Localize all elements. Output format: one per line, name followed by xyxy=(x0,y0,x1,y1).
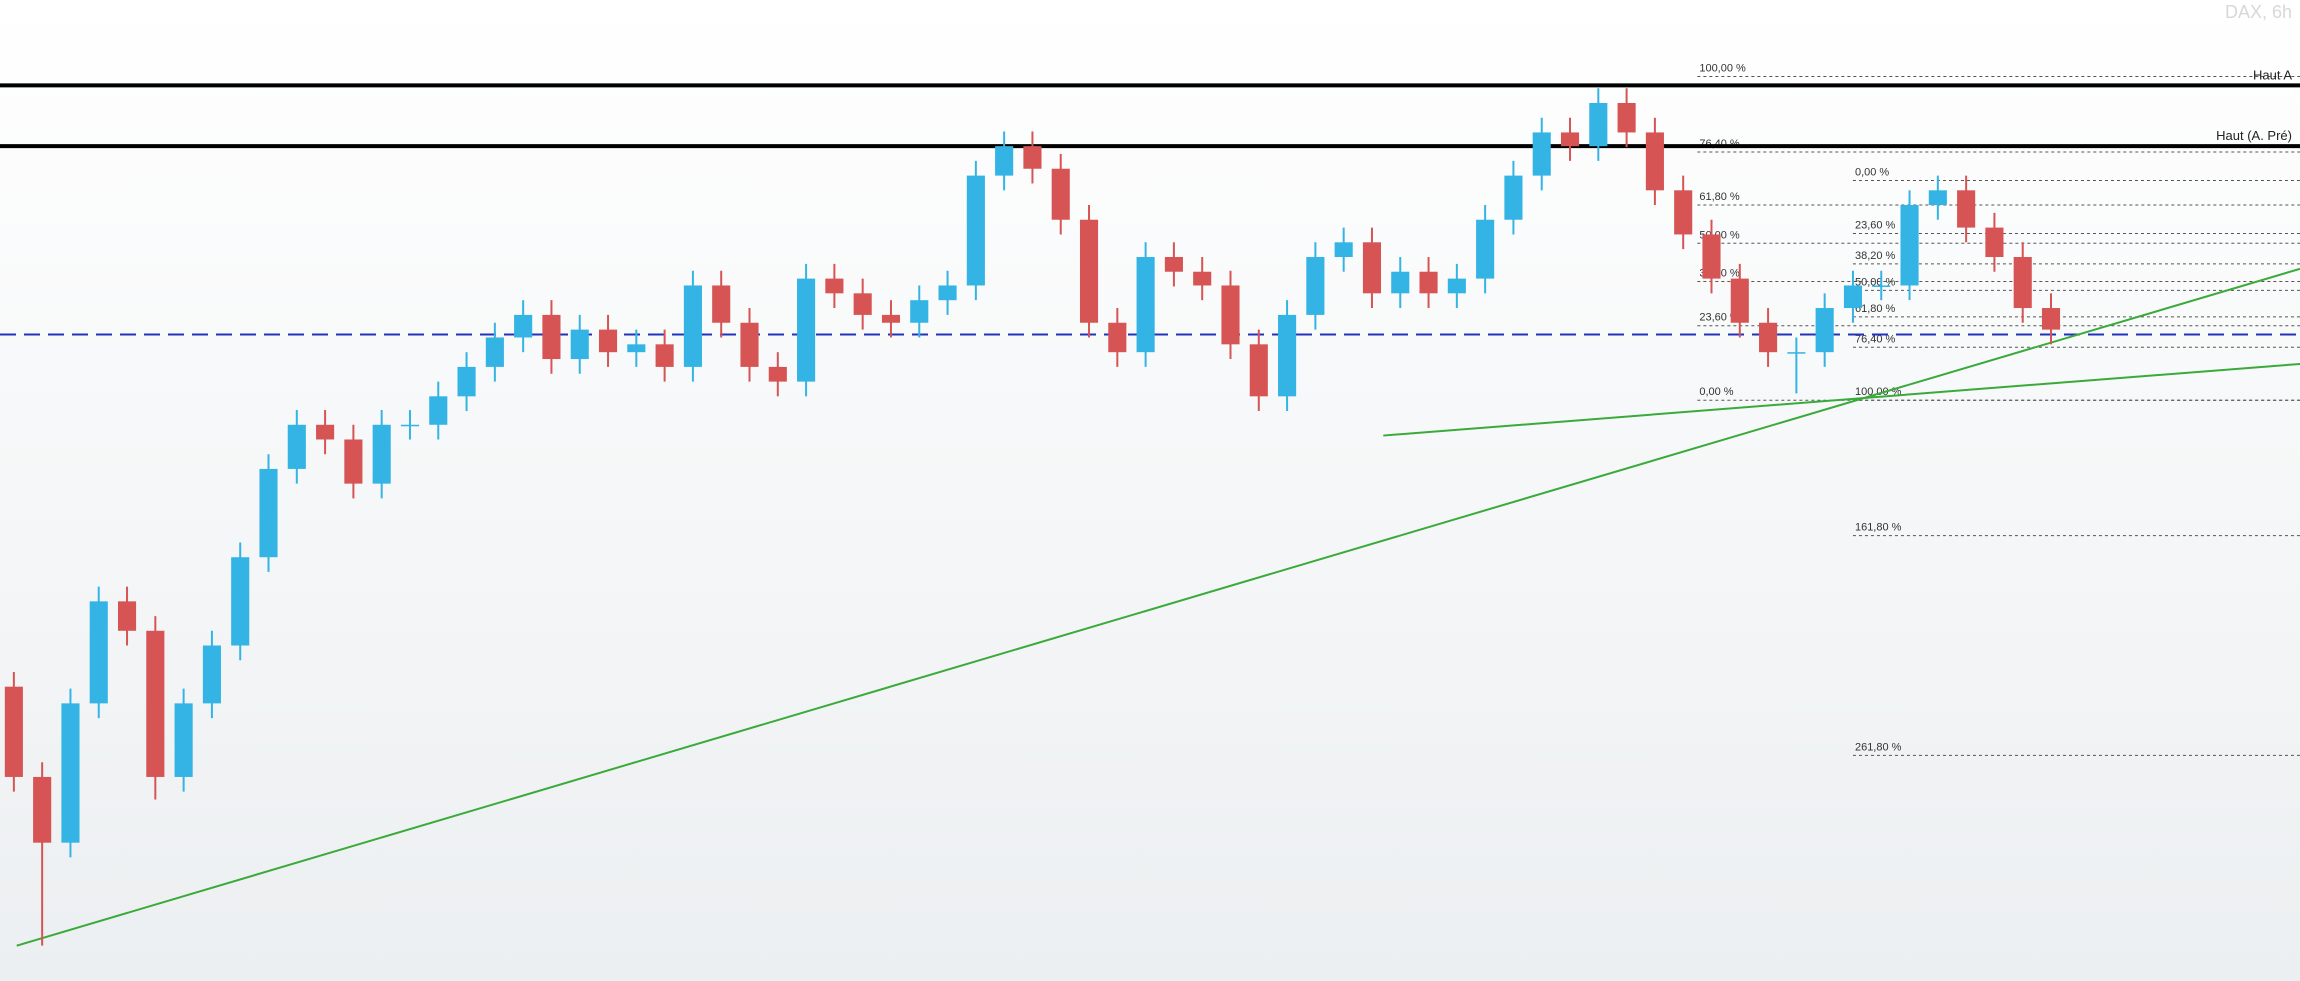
candle-body xyxy=(1928,190,1947,206)
candle-body xyxy=(146,630,165,777)
level-label: Haut (A. Pré) xyxy=(2216,128,2292,143)
candle-body xyxy=(1419,271,1438,294)
fib-label: 23,60 % xyxy=(1855,219,1896,231)
candle-body xyxy=(485,337,504,367)
candle-body xyxy=(995,146,1014,176)
candle-body xyxy=(627,344,646,353)
fib-label: 0,00 % xyxy=(1855,167,1889,179)
candle-body xyxy=(1136,257,1155,353)
candle-body xyxy=(1193,271,1212,286)
candle-body xyxy=(740,322,759,367)
candle-body xyxy=(1843,285,1863,309)
candle-body xyxy=(1108,322,1127,353)
candle-body xyxy=(1560,132,1580,147)
candle-body xyxy=(1759,322,1778,353)
candle-body xyxy=(400,424,420,427)
candle-body xyxy=(174,703,193,777)
fib-label: 161,80 % xyxy=(1855,522,1902,534)
fib-label: 100,00 % xyxy=(1699,63,1746,75)
fib-label: 261,80 % xyxy=(1855,741,1902,753)
candle-body xyxy=(1504,175,1523,220)
candle-body xyxy=(2041,308,2061,330)
candle-body xyxy=(938,285,957,301)
candle-body xyxy=(1079,219,1099,323)
candle-body xyxy=(231,557,250,646)
fib-label: 61,80 % xyxy=(1699,191,1740,203)
candle-body xyxy=(683,285,702,367)
candle-body xyxy=(570,329,589,360)
candle-body xyxy=(797,278,816,382)
candle-body xyxy=(1957,190,1976,228)
fib-label: 76,40 % xyxy=(1855,333,1896,345)
level-label: Haut A xyxy=(2253,67,2292,82)
candle-body xyxy=(1532,132,1551,176)
candle-body xyxy=(1872,285,1891,287)
candle-body xyxy=(1306,257,1325,315)
candle-body xyxy=(514,314,533,338)
candle-body xyxy=(1051,168,1070,220)
candle-body xyxy=(429,396,448,425)
candle-body xyxy=(372,424,391,484)
candle-body xyxy=(202,645,221,704)
candle-body xyxy=(117,601,137,631)
candle-body xyxy=(542,314,561,360)
candle-body xyxy=(655,344,674,367)
candle-body xyxy=(1589,103,1608,147)
candle-body xyxy=(1985,227,2004,258)
candle-body xyxy=(1023,146,1042,169)
candle-body xyxy=(1476,219,1495,279)
candle-body xyxy=(1900,205,1919,286)
candle-body xyxy=(1391,271,1410,294)
candle-body xyxy=(1278,314,1297,397)
candle-body xyxy=(61,703,80,843)
candle-body xyxy=(910,300,929,323)
candle-body xyxy=(4,686,23,777)
candle-body xyxy=(1249,344,1268,397)
candle-body xyxy=(825,278,844,294)
candle-body xyxy=(1164,257,1183,272)
fib-label: 50,00 % xyxy=(1855,276,1896,288)
candle-body xyxy=(259,468,278,558)
candle-body xyxy=(316,424,335,440)
candle-body xyxy=(457,366,476,397)
candle-body xyxy=(287,424,306,469)
fib-label: 0,00 % xyxy=(1699,386,1733,398)
candle-body xyxy=(598,329,618,353)
candle-body xyxy=(1617,103,1636,133)
candle-body xyxy=(344,439,363,484)
candle-body xyxy=(89,601,108,704)
candle-body xyxy=(853,293,872,315)
candle-body xyxy=(1674,190,1693,235)
candle-body xyxy=(1334,242,1353,258)
candle-body xyxy=(2013,257,2032,309)
fib-label: 61,80 % xyxy=(1855,303,1896,315)
candle-body xyxy=(1787,352,1806,354)
candle-body xyxy=(881,314,901,323)
candle-body xyxy=(1815,308,1834,353)
fib-label: 23,60 % xyxy=(1699,312,1740,324)
candle-body xyxy=(1645,132,1664,191)
trendline xyxy=(1383,362,2300,437)
candle-body xyxy=(1702,234,1721,279)
candle-body xyxy=(768,366,787,382)
candle-body xyxy=(1221,285,1240,345)
trendline xyxy=(16,267,2300,947)
candle-body xyxy=(712,285,731,323)
candle-body xyxy=(1362,242,1382,294)
fib-label: 38,20 % xyxy=(1855,250,1896,262)
chart-title: DAX, 6h xyxy=(2225,2,2292,22)
candle-body xyxy=(1730,278,1749,323)
candle-body xyxy=(1447,278,1466,294)
candle-body xyxy=(966,175,985,286)
fib-label: 76,40 % xyxy=(1699,138,1740,150)
candle-body xyxy=(33,776,52,843)
